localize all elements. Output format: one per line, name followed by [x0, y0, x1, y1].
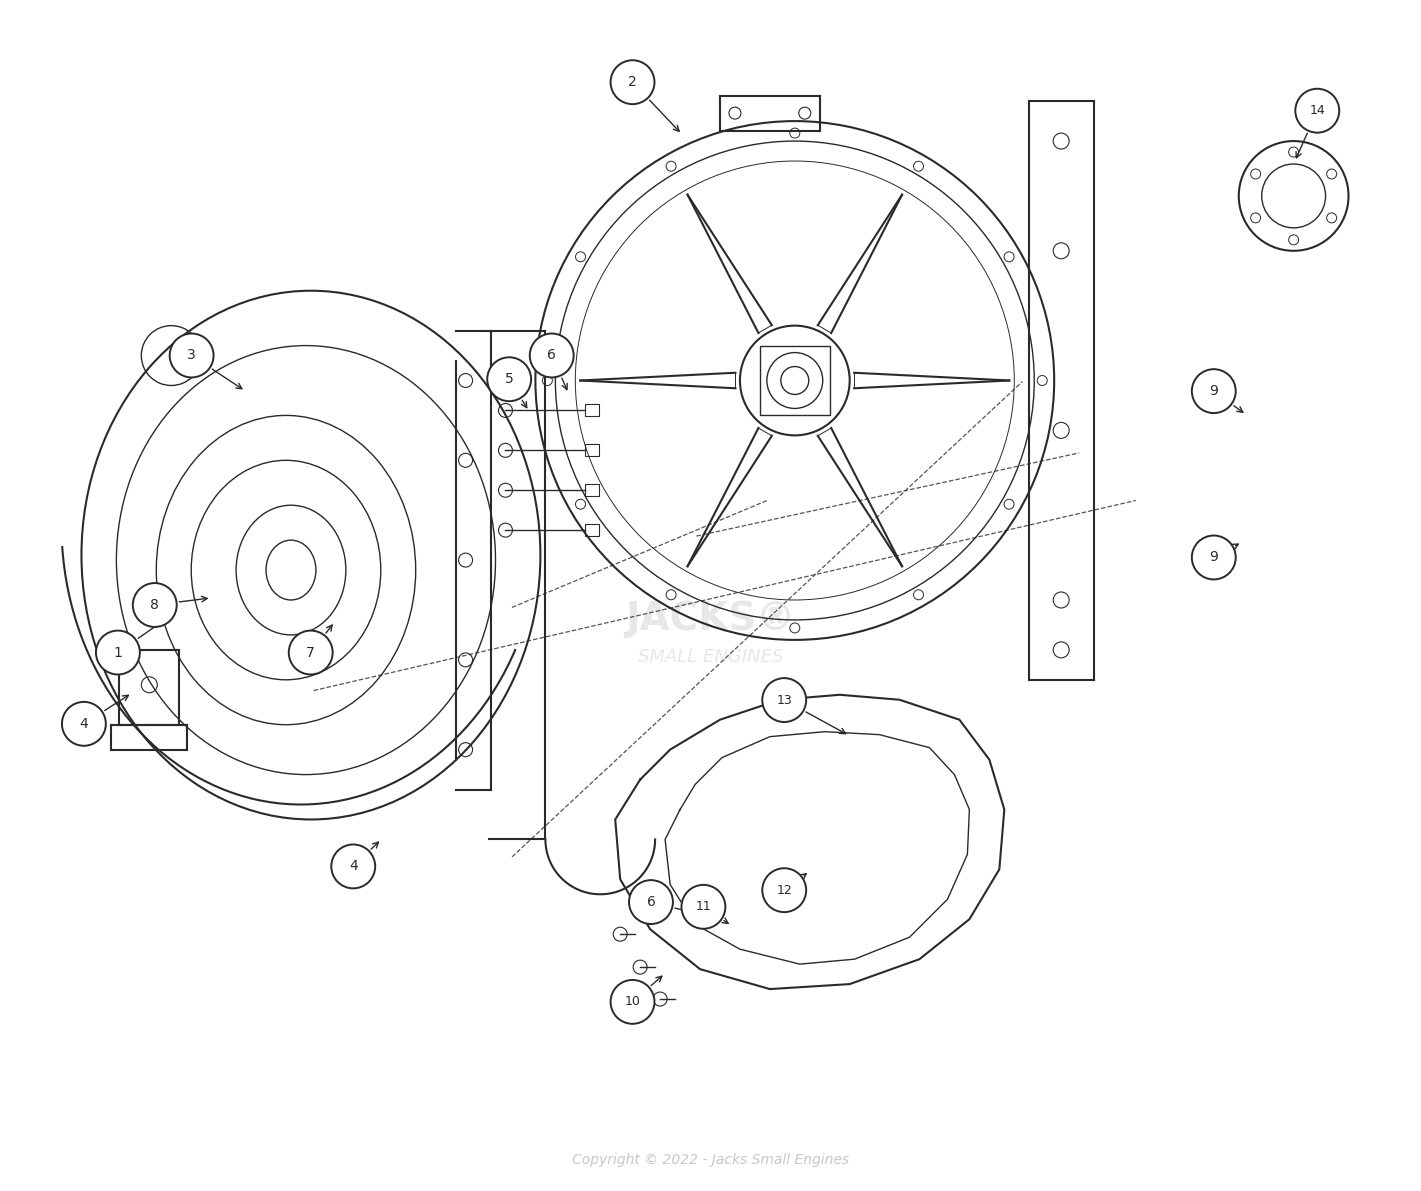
- Bar: [585, 444, 600, 456]
- Bar: [585, 485, 600, 497]
- Text: 6: 6: [547, 349, 556, 362]
- Text: 9: 9: [1209, 385, 1218, 398]
- Bar: [760, 345, 830, 416]
- Circle shape: [487, 357, 531, 401]
- Text: Copyright © 2022 - Jacks Small Engines: Copyright © 2022 - Jacks Small Engines: [571, 1153, 850, 1167]
- Circle shape: [1296, 89, 1339, 132]
- Circle shape: [611, 61, 655, 104]
- Circle shape: [132, 584, 176, 626]
- Text: 10: 10: [625, 996, 641, 1009]
- Circle shape: [762, 868, 806, 912]
- Text: 6: 6: [647, 896, 655, 909]
- Text: 8: 8: [151, 598, 159, 612]
- Circle shape: [288, 630, 333, 674]
- Circle shape: [1192, 536, 1236, 580]
- Circle shape: [1192, 369, 1236, 413]
- Text: 1: 1: [114, 646, 122, 660]
- Text: JACKS®: JACKS®: [625, 600, 796, 638]
- Circle shape: [331, 844, 375, 888]
- Bar: [585, 524, 600, 536]
- Text: 12: 12: [776, 884, 791, 897]
- Circle shape: [63, 701, 105, 746]
- Circle shape: [762, 678, 806, 722]
- Circle shape: [630, 880, 674, 924]
- Bar: [585, 405, 600, 417]
- Text: 5: 5: [504, 373, 513, 386]
- Text: 2: 2: [628, 75, 637, 89]
- Text: 9: 9: [1209, 550, 1218, 565]
- Text: 7: 7: [307, 646, 315, 660]
- Text: 11: 11: [695, 900, 712, 913]
- Text: 3: 3: [188, 349, 196, 362]
- Text: 4: 4: [350, 860, 358, 873]
- Circle shape: [611, 980, 655, 1024]
- Text: SMALL ENGINES: SMALL ENGINES: [638, 648, 783, 666]
- Text: 13: 13: [776, 693, 791, 706]
- Text: 14: 14: [1309, 104, 1326, 117]
- Circle shape: [169, 333, 213, 378]
- Circle shape: [97, 630, 139, 674]
- Circle shape: [682, 885, 725, 929]
- Text: 4: 4: [80, 717, 88, 731]
- Circle shape: [530, 333, 574, 378]
